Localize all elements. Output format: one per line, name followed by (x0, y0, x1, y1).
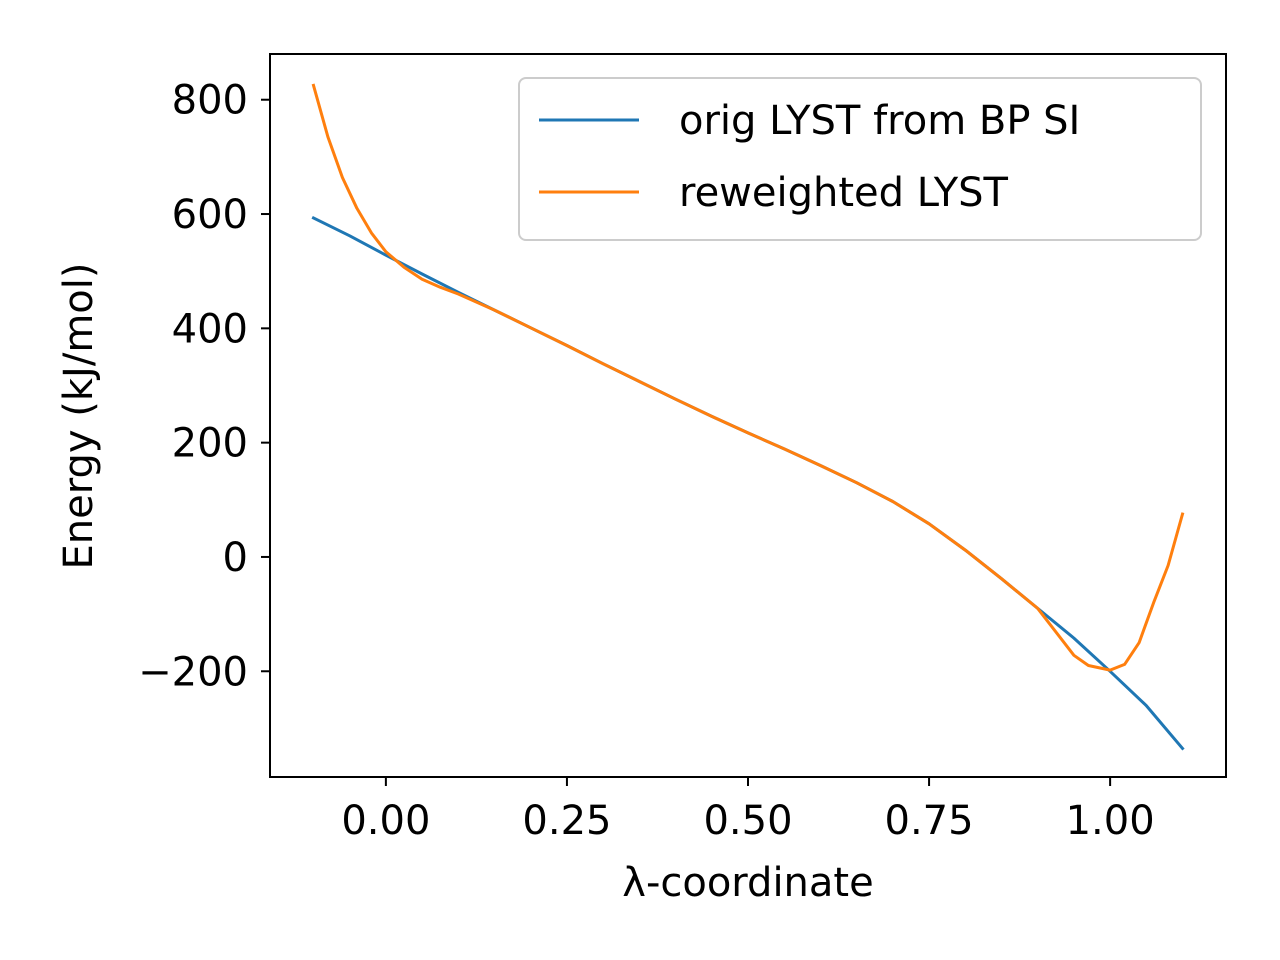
y-tick-label: 600 (172, 192, 248, 238)
x-axis: 0.00 0.25 0.50 0.75 1.00 (341, 777, 1155, 844)
legend-label-1: reweighted LYST (679, 170, 1009, 216)
y-tick-label: 800 (172, 78, 248, 124)
y-tick-label: 400 (172, 306, 248, 352)
x-tick-label: 1.00 (1066, 798, 1155, 844)
x-tick-label: 0.75 (885, 798, 974, 844)
y-tick-label: −200 (138, 649, 248, 695)
y-tick-label: 0 (223, 535, 248, 581)
series-line-1 (311, 83, 1185, 672)
x-tick-label: 0.50 (703, 798, 792, 844)
legend: orig LYST from BP SI reweighted LYST (518, 77, 1202, 241)
y-axis-label: Energy (kJ/mol) (56, 263, 102, 570)
legend-box (518, 77, 1202, 241)
y-axis: −200 0 200 400 600 800 (138, 78, 270, 695)
x-tick-label: 0.00 (341, 798, 430, 844)
y-tick-label: 200 (172, 421, 248, 467)
x-tick-label: 0.25 (522, 798, 611, 844)
x-axis-label: λ-coordinate (622, 860, 873, 906)
legend-label-0: orig LYST from BP SI (679, 98, 1080, 144)
